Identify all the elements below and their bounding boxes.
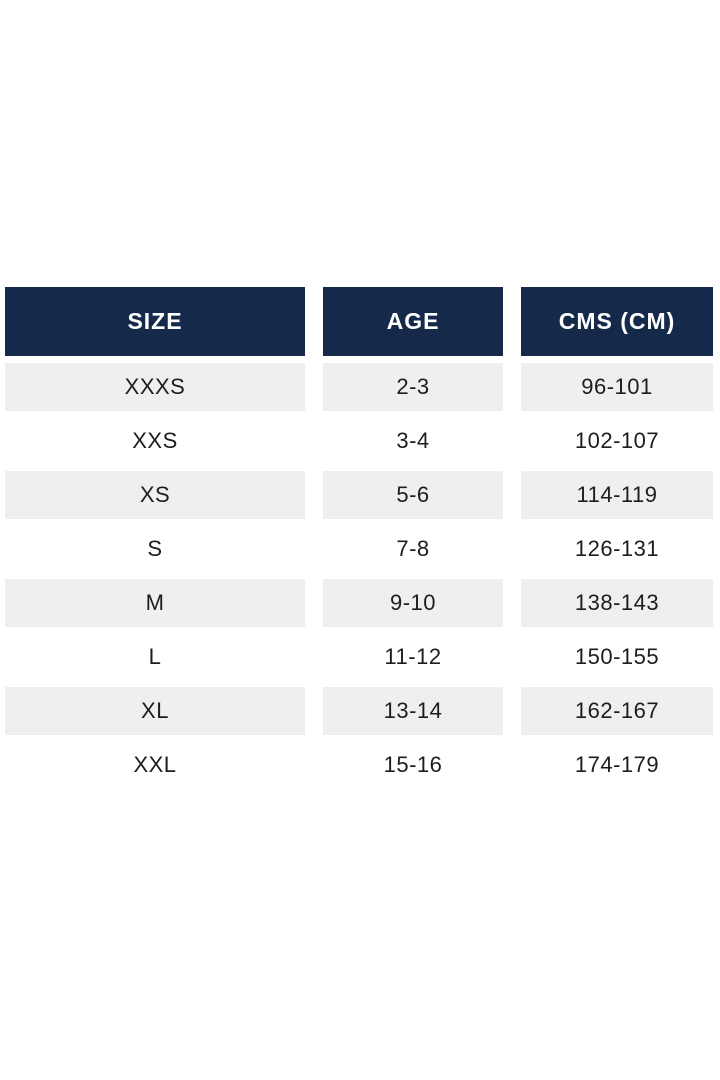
table-cell-cms-cm: 102-107 [521,414,713,468]
table-cell-cms-cm: 96-101 [521,360,713,414]
table-cell-cms-cm: 138-143 [521,576,713,630]
column-header-age: AGE [323,287,503,360]
table-cell-size: XXXS [5,360,305,414]
table-cell-age: 13-14 [323,684,503,738]
table-cell-size: L [5,630,305,684]
table-cell-cms-cm: 126-131 [521,522,713,576]
table-cell-age: 5-6 [323,468,503,522]
table-cell-size: S [5,522,305,576]
table-cell-size: XXL [5,738,305,792]
table-cell-cms-cm: 174-179 [521,738,713,792]
table-cell-size: XXS [5,414,305,468]
table-cell-cms-cm: 150-155 [521,630,713,684]
table-cell-size: XL [5,684,305,738]
table-cell-cms-cm: 114-119 [521,468,713,522]
table-cell-age: 3-4 [323,414,503,468]
table-cell-age: 15-16 [323,738,503,792]
table-cell-size: XS [5,468,305,522]
table-cell-age: 11-12 [323,630,503,684]
table-cell-age: 7-8 [323,522,503,576]
column-header-cms-cm: CMS (CM) [521,287,713,360]
table-cell-age: 2-3 [323,360,503,414]
table-cell-size: M [5,576,305,630]
size-chart-table: SIZE AGE CMS (CM) XXXS 2-3 96-101 XXS 3-4 102-10… [5,287,713,792]
table-cell-cms-cm: 162-167 [521,684,713,738]
column-header-size: SIZE [5,287,305,360]
table-cell-age: 9-10 [323,576,503,630]
